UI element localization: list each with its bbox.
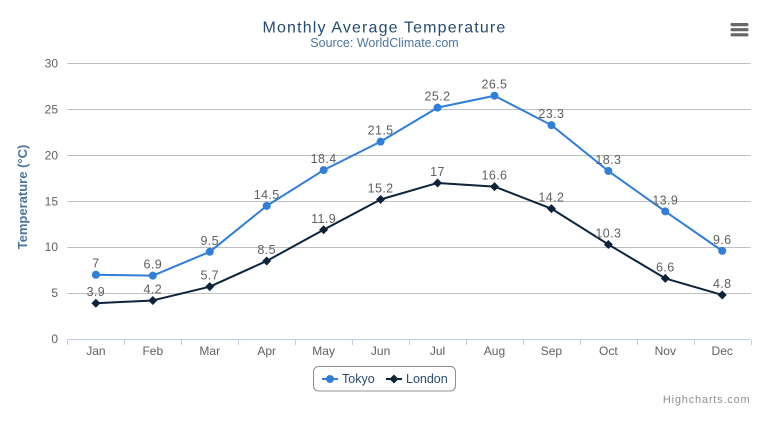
svg-text:Dec: Dec bbox=[712, 344, 733, 358]
svg-text:9.6: 9.6 bbox=[713, 233, 732, 247]
svg-text:20: 20 bbox=[45, 148, 59, 162]
svg-text:Jul: Jul bbox=[430, 344, 445, 358]
svg-text:Jun: Jun bbox=[371, 344, 390, 358]
svg-text:Sep: Sep bbox=[541, 344, 563, 358]
svg-text:5: 5 bbox=[51, 286, 58, 300]
svg-text:18.4: 18.4 bbox=[311, 152, 337, 166]
svg-text:17: 17 bbox=[430, 165, 445, 179]
svg-text:May: May bbox=[312, 344, 335, 358]
svg-text:0: 0 bbox=[51, 332, 58, 346]
svg-text:16.6: 16.6 bbox=[481, 169, 507, 183]
svg-text:10: 10 bbox=[45, 240, 59, 254]
svg-text:Highcharts.com: Highcharts.com bbox=[663, 394, 751, 406]
svg-text:30: 30 bbox=[45, 57, 59, 71]
svg-text:6.6: 6.6 bbox=[656, 260, 675, 274]
svg-text:Source: WorldClimate.com: Source: WorldClimate.com bbox=[310, 36, 458, 50]
svg-text:23.3: 23.3 bbox=[538, 107, 564, 121]
svg-text:Nov: Nov bbox=[655, 344, 676, 358]
svg-text:5.7: 5.7 bbox=[200, 269, 219, 283]
svg-text:9.5: 9.5 bbox=[200, 234, 219, 248]
svg-text:3.9: 3.9 bbox=[87, 285, 106, 299]
svg-text:7: 7 bbox=[92, 257, 99, 271]
svg-text:Aug: Aug bbox=[484, 344, 505, 358]
svg-text:8.5: 8.5 bbox=[257, 243, 276, 257]
svg-text:Tokyo: Tokyo bbox=[342, 372, 375, 386]
svg-text:10.3: 10.3 bbox=[595, 226, 621, 240]
svg-text:London: London bbox=[406, 372, 448, 386]
svg-text:25.2: 25.2 bbox=[425, 90, 451, 104]
svg-text:13.9: 13.9 bbox=[652, 193, 678, 207]
svg-text:25: 25 bbox=[45, 103, 59, 117]
svg-text:14.5: 14.5 bbox=[254, 188, 280, 202]
svg-text:15: 15 bbox=[45, 194, 59, 208]
svg-text:6.9: 6.9 bbox=[144, 258, 163, 272]
svg-text:4.8: 4.8 bbox=[713, 277, 732, 291]
svg-text:15.2: 15.2 bbox=[368, 181, 394, 195]
svg-text:21.5: 21.5 bbox=[368, 124, 394, 138]
svg-text:Jan: Jan bbox=[86, 344, 105, 358]
svg-text:Apr: Apr bbox=[257, 344, 276, 358]
svg-text:26.5: 26.5 bbox=[481, 78, 507, 92]
svg-text:Temperature (°C): Temperature (°C) bbox=[15, 145, 30, 250]
svg-text:4.2: 4.2 bbox=[144, 282, 163, 296]
svg-text:Monthly Average Temperature: Monthly Average Temperature bbox=[263, 20, 507, 37]
svg-text:14.2: 14.2 bbox=[538, 191, 564, 205]
svg-text:18.3: 18.3 bbox=[595, 153, 621, 167]
svg-text:Feb: Feb bbox=[142, 344, 163, 358]
svg-text:Oct: Oct bbox=[599, 344, 618, 358]
svg-text:11.9: 11.9 bbox=[311, 212, 336, 226]
svg-text:Mar: Mar bbox=[199, 344, 220, 358]
